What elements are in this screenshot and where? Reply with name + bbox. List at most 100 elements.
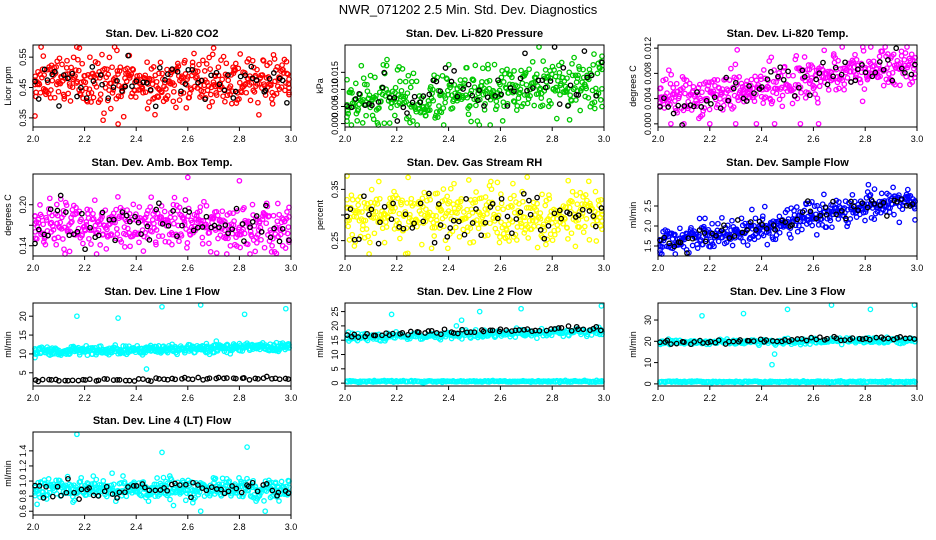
data-point (140, 248, 147, 254)
data-point (526, 217, 533, 224)
y-tick-label: 0.14 (18, 237, 28, 255)
data-point (237, 51, 244, 57)
data-point (662, 76, 669, 83)
data-point (861, 86, 868, 92)
data-point (896, 192, 902, 198)
data-point (565, 103, 571, 109)
data-point (504, 100, 511, 107)
data-point (437, 88, 444, 94)
data-point (673, 340, 680, 347)
points (657, 44, 918, 128)
data-point (500, 79, 507, 85)
data-point (555, 227, 561, 233)
data-point (420, 218, 427, 225)
data-point (60, 236, 66, 242)
data-point (282, 245, 289, 251)
data-point (521, 92, 528, 98)
data-point (157, 59, 164, 66)
data-point (133, 78, 140, 85)
data-point (362, 217, 369, 224)
data-point (660, 77, 666, 84)
data-point (852, 51, 858, 58)
data-point (442, 65, 449, 71)
data-point (547, 78, 554, 84)
data-point (430, 212, 436, 219)
data-point (258, 236, 264, 243)
data-point (525, 235, 532, 241)
data-point (540, 58, 547, 64)
data-point (135, 230, 142, 237)
data-point (593, 238, 600, 244)
x-tick-label: 2.2 (391, 393, 404, 403)
data-point (740, 310, 747, 317)
data-point (737, 234, 744, 241)
data-point (74, 228, 81, 235)
data-point (108, 80, 114, 87)
data-point (144, 223, 151, 230)
y-tick-label: 0.008 (643, 62, 653, 85)
x-tick-label: 2.6 (182, 393, 195, 403)
x-tick-label: 2.2 (78, 263, 91, 273)
data-point (826, 215, 833, 221)
data-point (508, 202, 514, 209)
data-point (215, 64, 222, 71)
data-point (150, 64, 157, 70)
x-tick-label: 3.0 (598, 134, 611, 144)
data-point (249, 57, 256, 64)
data-point (495, 77, 501, 84)
data-point (494, 215, 501, 222)
data-point (216, 81, 223, 88)
data-point (164, 66, 170, 73)
data-point (56, 377, 62, 384)
data-point (269, 100, 276, 107)
y-tick-label: 0.005 (330, 95, 340, 118)
data-point (405, 331, 411, 338)
data-point (890, 51, 897, 58)
data-point (266, 60, 273, 66)
data-point (67, 98, 74, 104)
data-point (231, 218, 237, 224)
data-point (112, 219, 118, 226)
data-point (200, 57, 206, 64)
data-point (391, 112, 398, 119)
data-point (868, 214, 875, 221)
x-tick-label: 2.8 (233, 393, 246, 403)
data-point (389, 330, 396, 337)
chart-title: Stan. Dev. Line 1 Flow (104, 286, 220, 298)
data-point (876, 61, 882, 68)
data-point (730, 338, 737, 345)
y-tick-label: 0.010 (330, 78, 340, 101)
data-point (739, 229, 746, 236)
data-point (551, 231, 558, 238)
data-point (670, 110, 677, 117)
data-point (518, 305, 524, 312)
y-tick-label: 0.000 (330, 112, 340, 135)
data-point (208, 72, 214, 79)
data-point (379, 84, 386, 91)
data-point (672, 231, 678, 238)
data-point (41, 66, 48, 73)
chart-title: Stan. Dev. Li-820 CO2 (106, 28, 219, 40)
data-point (709, 220, 715, 227)
data-point (160, 474, 167, 481)
data-point (65, 377, 71, 384)
data-point (506, 81, 513, 88)
data-point (706, 106, 713, 113)
data-point (413, 78, 420, 85)
data-point (280, 66, 286, 73)
points (344, 303, 605, 386)
data-point (757, 73, 764, 80)
data-point (178, 88, 184, 95)
data-point (784, 306, 791, 313)
data-point (209, 98, 216, 105)
data-point (388, 216, 395, 223)
data-point (68, 219, 74, 226)
data-point (442, 213, 449, 219)
data-point (890, 184, 896, 191)
data-point (672, 98, 678, 104)
data-point (78, 84, 84, 91)
y-tick-label: 5 (330, 366, 340, 371)
data-point (575, 212, 582, 219)
data-point (796, 84, 802, 91)
data-point (771, 351, 778, 357)
